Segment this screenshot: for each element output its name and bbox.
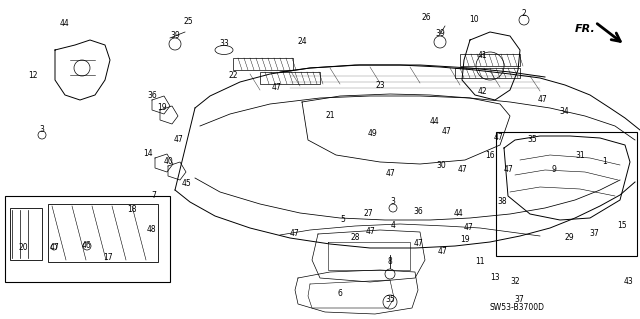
Text: 19: 19	[460, 235, 470, 244]
Text: 12: 12	[28, 70, 38, 79]
Text: 45: 45	[182, 180, 192, 189]
Text: 14: 14	[143, 150, 153, 159]
Text: 41: 41	[477, 51, 487, 61]
Text: 31: 31	[575, 152, 585, 160]
Bar	[260, 72, 320, 84]
Text: 34: 34	[559, 108, 569, 116]
Text: 47: 47	[463, 224, 473, 233]
Bar	[10, 208, 42, 260]
Text: 27: 27	[363, 210, 373, 219]
Text: SW53-B3700D: SW53-B3700D	[490, 303, 545, 312]
Text: 47: 47	[494, 133, 504, 143]
Text: 3: 3	[390, 197, 396, 206]
Text: 47: 47	[385, 169, 395, 179]
Text: 36: 36	[413, 207, 423, 217]
Text: 13: 13	[490, 273, 500, 283]
Text: 47: 47	[365, 227, 375, 236]
Text: 36: 36	[147, 92, 157, 100]
Text: FR.: FR.	[575, 24, 596, 34]
Text: 7: 7	[152, 191, 156, 201]
Text: 33: 33	[219, 40, 229, 48]
Text: 15: 15	[617, 221, 627, 231]
Bar	[455, 68, 520, 78]
Text: 37: 37	[589, 229, 599, 239]
Text: 48: 48	[146, 225, 156, 234]
Text: 35: 35	[527, 136, 537, 145]
Bar	[496, 132, 637, 256]
Text: 37: 37	[514, 294, 524, 303]
Text: 42: 42	[477, 87, 487, 97]
Text: 17: 17	[103, 254, 113, 263]
Text: 47: 47	[437, 248, 447, 256]
Text: 47: 47	[442, 128, 452, 137]
Bar	[48, 204, 158, 262]
Bar	[5, 196, 170, 282]
Text: 28: 28	[350, 234, 360, 242]
Text: 32: 32	[510, 278, 520, 286]
Text: 47: 47	[173, 136, 183, 145]
Text: 2: 2	[522, 9, 526, 18]
Text: 47: 47	[289, 229, 299, 239]
Text: 4: 4	[390, 221, 396, 231]
Text: 21: 21	[325, 112, 335, 121]
Text: 35: 35	[385, 295, 395, 305]
Text: 40: 40	[163, 158, 173, 167]
Text: 11: 11	[476, 257, 484, 266]
Text: 23: 23	[375, 81, 385, 91]
Text: 47: 47	[503, 166, 513, 174]
Text: 47: 47	[49, 242, 59, 251]
Text: 18: 18	[127, 205, 137, 214]
Text: 39: 39	[435, 29, 445, 39]
Text: 47: 47	[538, 95, 548, 105]
Text: 26: 26	[421, 13, 431, 23]
Text: 9: 9	[552, 166, 556, 174]
Text: 16: 16	[485, 152, 495, 160]
Text: 8: 8	[388, 257, 392, 266]
Text: 19: 19	[157, 103, 167, 113]
Bar	[460, 54, 520, 66]
Text: 46: 46	[82, 241, 92, 250]
Text: 44: 44	[430, 117, 440, 127]
Text: 44: 44	[60, 19, 70, 28]
Text: 20: 20	[18, 243, 28, 253]
Text: 1: 1	[603, 158, 607, 167]
Text: 47: 47	[271, 84, 281, 93]
Text: 39: 39	[170, 32, 180, 41]
Bar	[233, 58, 293, 70]
Text: 10: 10	[469, 16, 479, 25]
Text: 5: 5	[340, 216, 346, 225]
Text: 38: 38	[497, 197, 507, 206]
Text: 44: 44	[453, 210, 463, 219]
Text: 24: 24	[297, 38, 307, 47]
Text: 43: 43	[623, 278, 633, 286]
Text: 22: 22	[228, 71, 237, 80]
Text: 30: 30	[436, 161, 446, 170]
Text: 3: 3	[40, 125, 44, 135]
Text: 47: 47	[414, 240, 424, 249]
Text: 29: 29	[564, 234, 574, 242]
Text: 47: 47	[457, 166, 467, 174]
Text: 49: 49	[367, 130, 377, 138]
Text: 25: 25	[183, 18, 193, 26]
Text: 6: 6	[337, 290, 342, 299]
